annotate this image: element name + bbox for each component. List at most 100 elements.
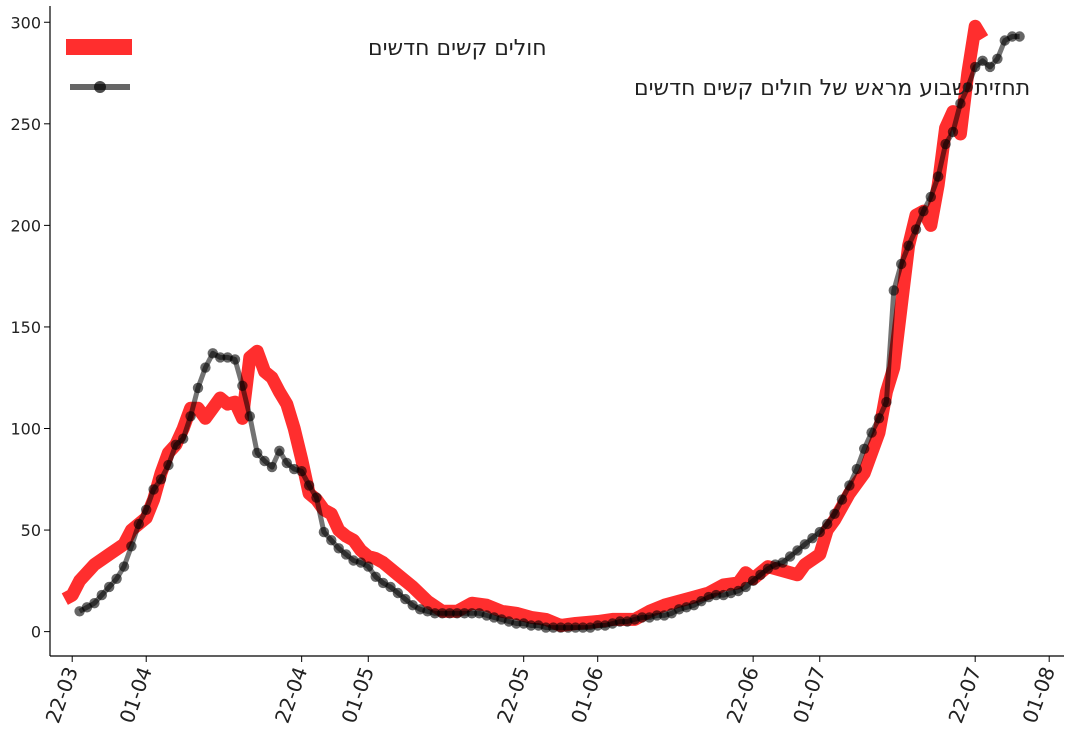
forecast-point [873, 413, 885, 424]
forecast-point [437, 608, 448, 619]
plot-area [61, 19, 1025, 633]
forecast-point [992, 53, 1003, 64]
x-tick-label: 22-03 [40, 664, 82, 727]
forecast-point [511, 618, 522, 629]
forecast-point [799, 539, 811, 550]
legend-label-actual: חולים קשים חדשים [368, 36, 547, 61]
x-tick-label: 22-07 [943, 664, 985, 727]
forecast-point [614, 616, 626, 627]
forecast-point [252, 447, 263, 459]
forecast-point [444, 608, 455, 619]
y-tick-label: 0 [31, 623, 41, 642]
forecast-point [333, 543, 344, 554]
forecast-point [829, 508, 840, 519]
forecast-point [970, 61, 981, 73]
forecast-point [392, 587, 404, 599]
forecast-point [592, 620, 603, 631]
forecast-point [141, 504, 152, 515]
forecast-point [281, 457, 292, 469]
forecast-point [888, 285, 899, 296]
forecast-point [459, 608, 470, 619]
forecast-point [903, 240, 914, 251]
x-tick-label: 01-05 [337, 664, 379, 727]
forecast-point [777, 557, 788, 568]
axes [49, 6, 1064, 657]
forecast-point [429, 608, 441, 619]
forecast-point [126, 541, 137, 552]
y-tick-label: 150 [10, 318, 41, 337]
forecast-point [555, 622, 566, 633]
forecast-point [962, 82, 973, 93]
legend: חולים קשים חדשים תחזית שבוע מראש של חולי… [66, 36, 1030, 101]
forecast-point [215, 352, 226, 363]
forecast-point [296, 466, 307, 477]
legend-marker-black [94, 81, 106, 93]
x-tick-label: 01-08 [1017, 664, 1059, 727]
forecast-point [859, 443, 870, 454]
forecast-point [370, 571, 381, 582]
forecast-point [636, 612, 648, 623]
forecast-point [178, 433, 189, 444]
forecast-point [947, 126, 959, 138]
forecast-point [910, 224, 922, 235]
forecast-point [866, 427, 877, 438]
forecast-point [836, 494, 848, 505]
series-line-forecast [78, 34, 1020, 631]
x-tick-label: 22-05 [492, 664, 534, 727]
forecast-point [466, 608, 478, 619]
forecast-point [259, 455, 270, 467]
forecast-point [844, 480, 855, 491]
forecast-point [651, 610, 663, 621]
forecast-point [133, 518, 144, 530]
forecast-point [185, 411, 196, 422]
forecast-point [814, 526, 825, 538]
forecast-point [822, 518, 833, 530]
forecast-point [881, 396, 892, 408]
forecast-point [451, 608, 463, 619]
forecast-point [1014, 31, 1025, 42]
forecast-point [104, 581, 115, 593]
forecast-point [562, 622, 574, 633]
forecast-point [940, 138, 951, 150]
forecast-point [89, 598, 100, 609]
forecast-point [163, 459, 174, 471]
forecast-point [792, 545, 803, 556]
y-tick-label: 200 [10, 216, 41, 235]
forecast-point [977, 55, 988, 66]
forecast-point [525, 620, 537, 631]
x-tick-label: 22-06 [721, 664, 763, 727]
forecast-point [933, 171, 944, 182]
forecast-point [148, 484, 159, 495]
y-tick-label: 300 [10, 13, 41, 32]
forecast-point [851, 463, 862, 475]
forecast-point [363, 561, 374, 572]
forecast-point [755, 569, 766, 580]
forecast-point [155, 474, 167, 485]
forecast-point [918, 206, 929, 217]
x-tick-label: 01-04 [114, 664, 156, 727]
forecast-point [400, 593, 411, 605]
forecast-point [192, 382, 204, 394]
forecast-point [96, 589, 108, 601]
legend-label-forecast: תחזית שבוע מראש של חולים קשים חדשים [634, 76, 1030, 101]
forecast-point [1007, 31, 1018, 42]
x-ticks: 22-03 01-04 22-04 01-05 22-05 01-06 22-06 01-07… [40, 656, 1060, 727]
forecast-point [237, 380, 248, 391]
forecast-point [747, 575, 759, 586]
x-tick-label: 01-06 [566, 664, 608, 727]
y-tick-label: 250 [10, 115, 41, 134]
forecast-point [925, 191, 936, 203]
forecast-point [984, 61, 996, 73]
forecast-point [318, 526, 330, 538]
forecast-point [548, 622, 559, 633]
forecast-point [807, 533, 818, 544]
forecast-point [710, 589, 722, 601]
forecast-point [784, 551, 796, 562]
y-ticks: 0 50 100 150 200 250 300 [10, 13, 50, 642]
x-tick-label: 22-04 [270, 664, 312, 727]
forecast-point [896, 258, 907, 270]
forecast-point [577, 622, 589, 633]
y-tick-label: 50 [21, 521, 41, 540]
forecast-point [111, 573, 122, 584]
series-line-actual [61, 19, 989, 632]
